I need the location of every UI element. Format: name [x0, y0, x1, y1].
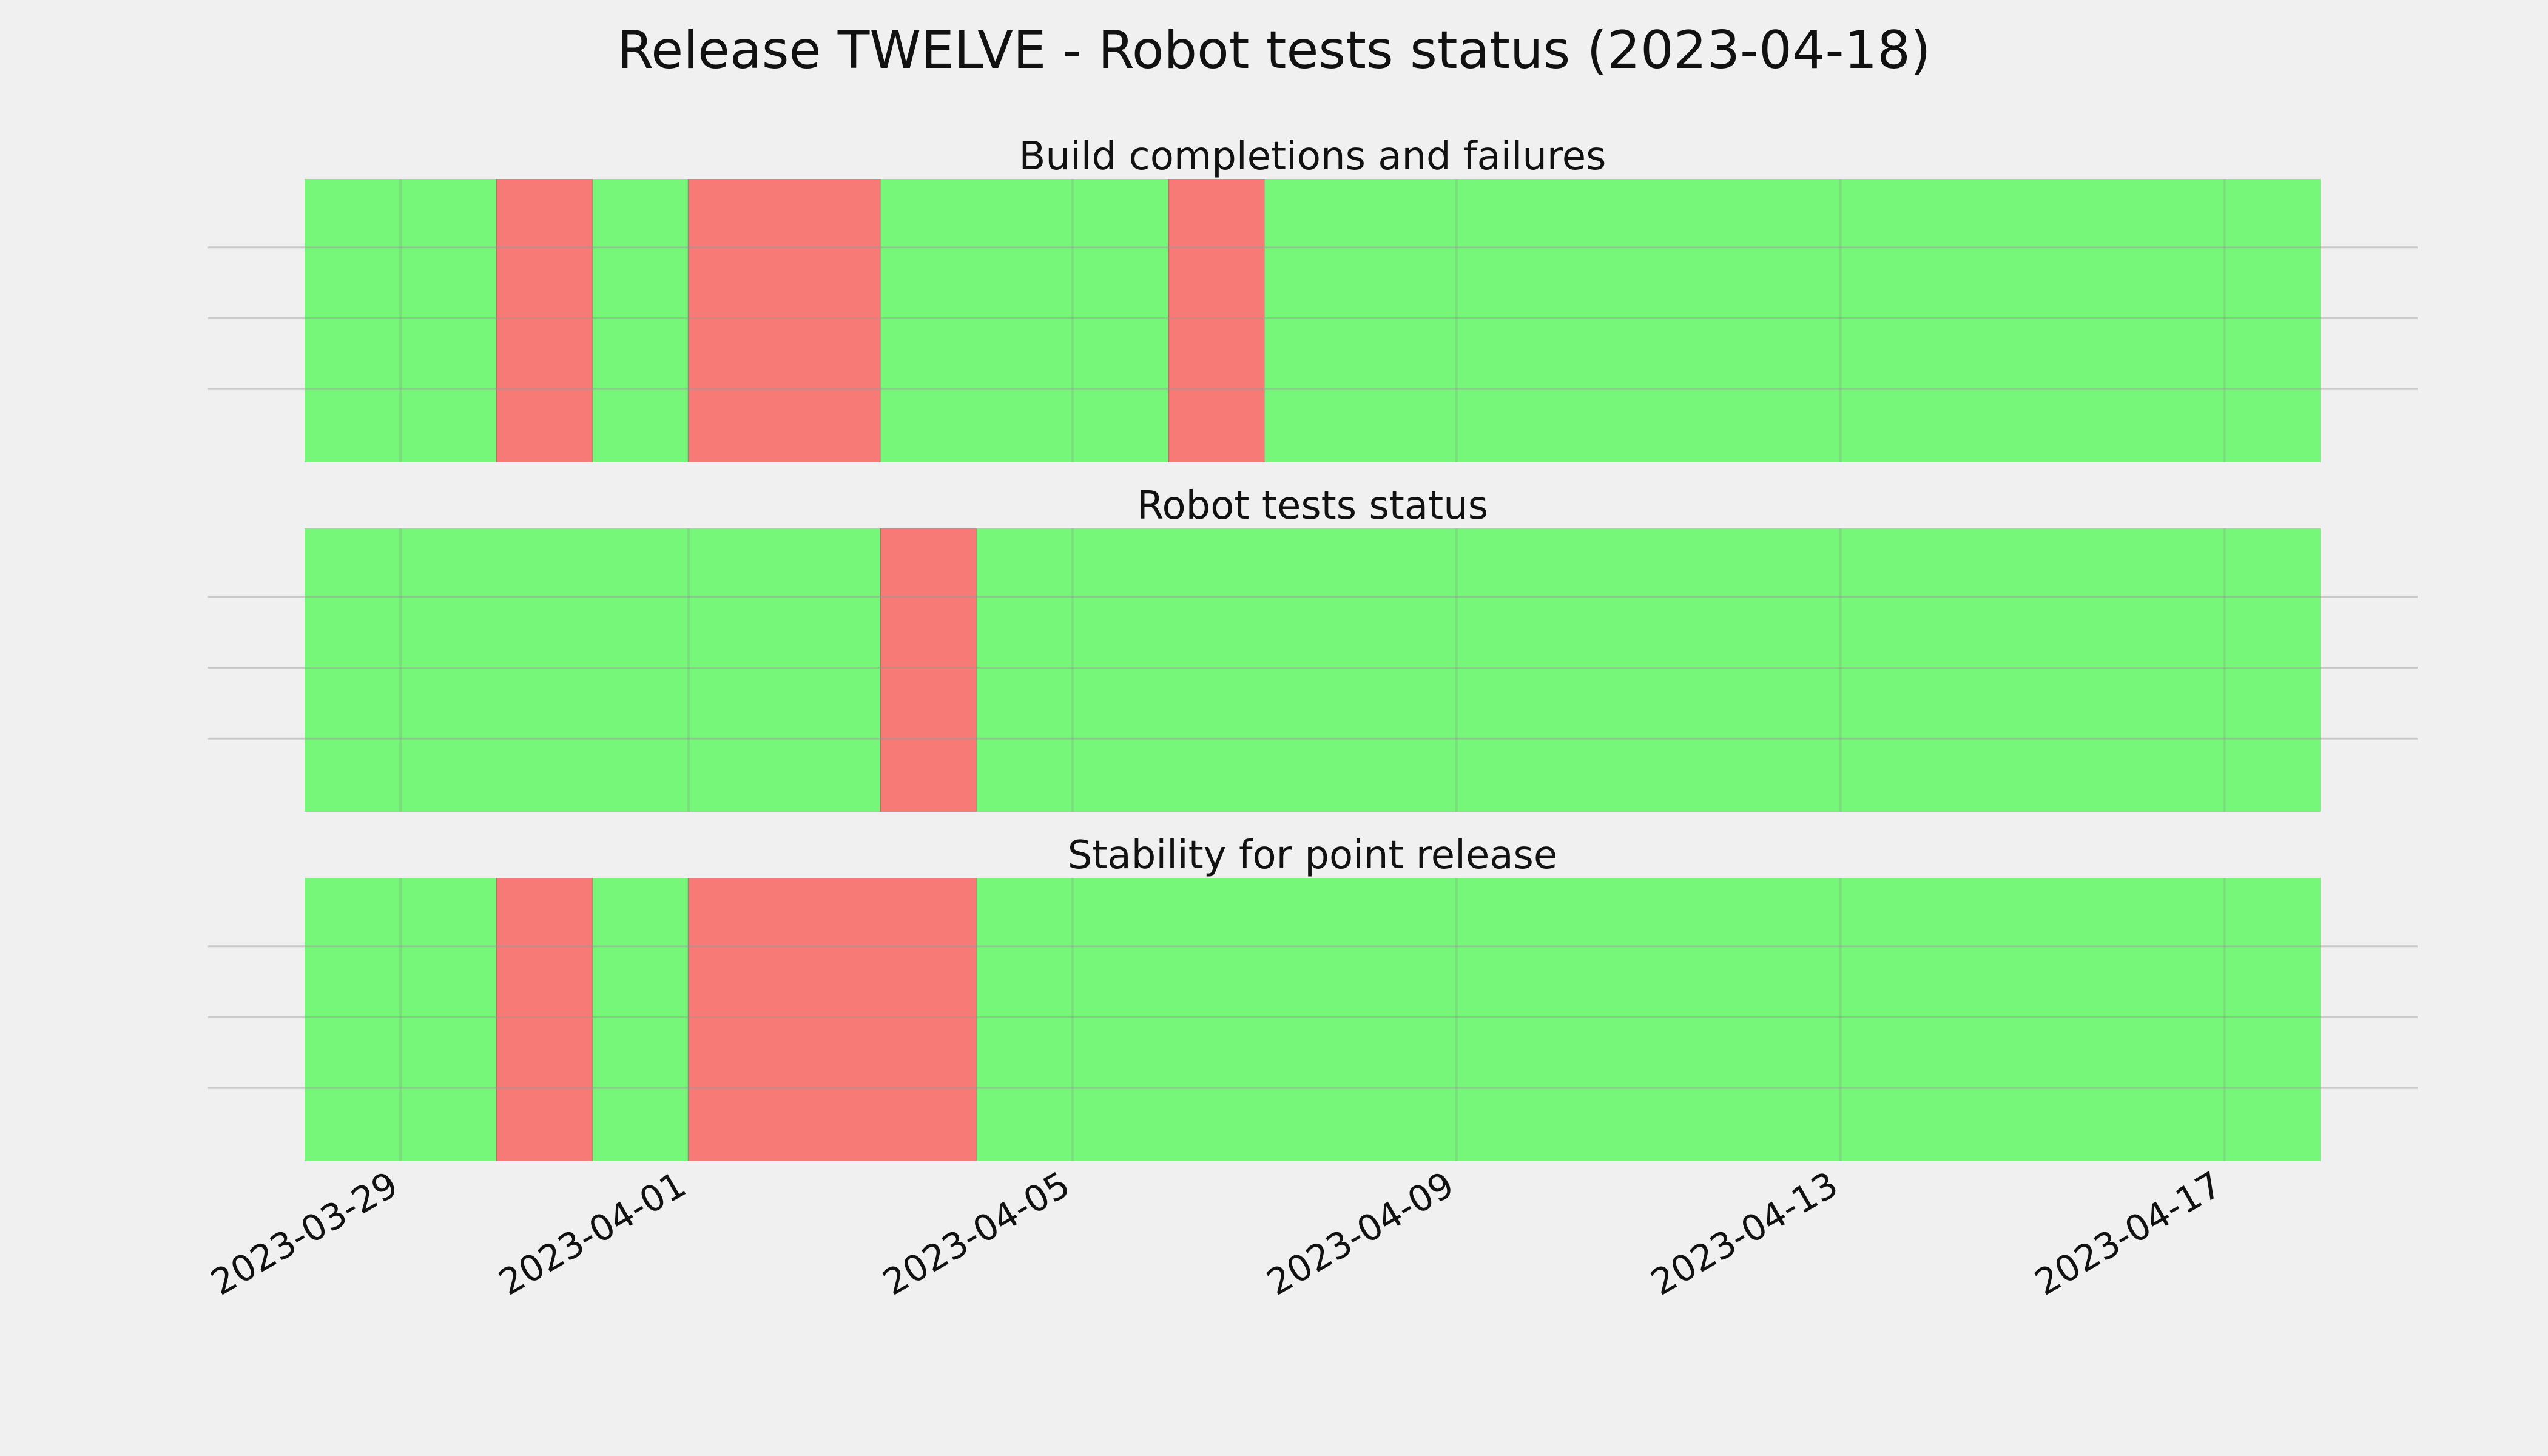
status-segment-pass: [976, 878, 2321, 1161]
status-segment-fail: [880, 528, 977, 812]
chart-title: Release TWELVE - Robot tests status (202…: [617, 20, 1930, 81]
status-segment-pass: [976, 528, 2321, 812]
status-segment-pass: [592, 179, 689, 462]
status-segment-fail: [1168, 179, 1265, 462]
status-segment-fail: [688, 179, 881, 462]
status-segment-pass: [305, 179, 497, 462]
panel-title: Robot tests status: [1137, 484, 1488, 528]
status-segment-fail: [496, 179, 593, 462]
status-segment-pass: [305, 878, 497, 1161]
panel-3: Stability for point release: [208, 833, 2418, 1161]
panel-2: Robot tests status: [208, 484, 2418, 812]
status-segment-pass: [880, 179, 1169, 462]
panel-1: Build completions and failures: [208, 134, 2418, 462]
status-segment-pass: [592, 878, 689, 1161]
panel-title: Stability for point release: [1068, 833, 1558, 878]
status-segment-fail: [496, 878, 593, 1161]
status-segment-fail: [688, 878, 977, 1161]
chart-panels: Build completions and failures Robot test…: [208, 134, 2418, 1161]
status-segment-pass: [1264, 179, 2320, 462]
panel-title: Build completions and failures: [1019, 134, 1606, 179]
status-segment-pass: [305, 528, 881, 812]
